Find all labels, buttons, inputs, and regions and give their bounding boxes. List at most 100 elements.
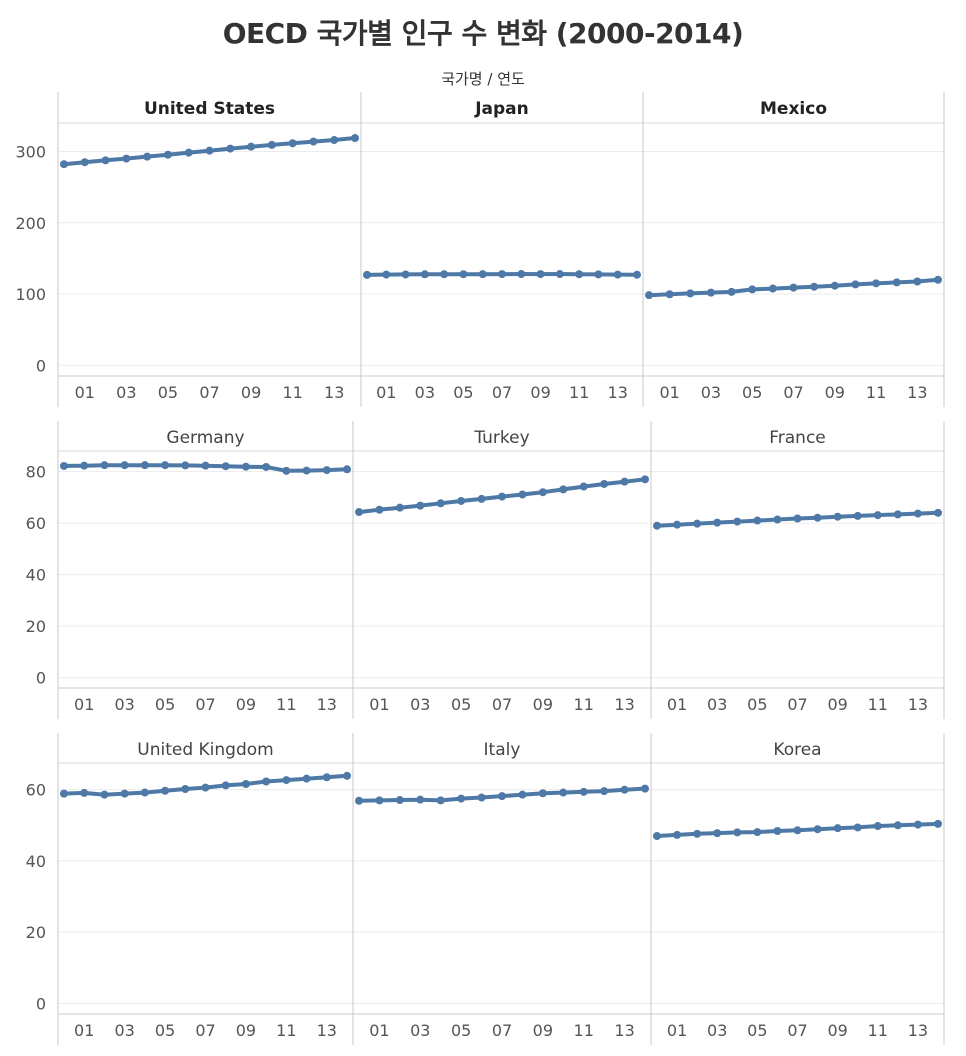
data-point: [221, 462, 230, 471]
x-tick-label: 05: [742, 383, 762, 402]
panel-united-kingdom: United Kingdom 01 03 05 07 09 11 13: [57, 733, 353, 1045]
chart-subtitle: 국가명 / 연도: [441, 70, 525, 88]
data-point: [934, 275, 942, 284]
x-tick-label: 09: [236, 1021, 256, 1040]
x-tick-label: 03: [410, 1021, 430, 1040]
data-point: [282, 776, 291, 785]
x-tick-label: 13: [614, 695, 634, 714]
data-point: [322, 773, 331, 782]
x-tick-label: 03: [707, 1021, 727, 1040]
data-point: [309, 137, 318, 146]
data-point: [80, 788, 89, 797]
panel-header-japan: Japan: [474, 99, 529, 119]
data-point: [302, 466, 311, 475]
data-point: [873, 511, 882, 520]
data-point: [60, 789, 68, 798]
data-point: [201, 461, 210, 470]
data-point: [594, 270, 603, 279]
data-point: [613, 270, 622, 279]
x-tick-label: 09: [533, 695, 553, 714]
panel-header-turkey: Turkey: [473, 428, 529, 448]
data-point: [457, 794, 466, 803]
x-tick-label: 05: [453, 383, 473, 402]
data-point: [748, 285, 757, 294]
panel-korea: Korea 01 03 05 07 09 11 13: [650, 733, 945, 1045]
data-point: [833, 824, 842, 833]
y-tick-label: 60: [26, 781, 46, 800]
data-point: [713, 518, 722, 527]
data-point: [686, 289, 695, 298]
panel-japan: Japan 01 03 05 07 09 11 13: [360, 92, 643, 407]
y-tick-label: 0: [36, 669, 46, 688]
panel-mexico: Mexico 01 03 05 07 09 11 13: [642, 92, 945, 407]
data-point: [913, 509, 922, 518]
x-tick-label: 13: [324, 383, 344, 402]
panel-germany: Germany 01 03 05 07 09 11 13: [57, 421, 353, 719]
y-tick-label: 80: [26, 463, 46, 482]
data-point: [375, 796, 384, 805]
x-tick-label: 07: [783, 383, 803, 402]
x-tick-label: 09: [533, 1021, 553, 1040]
data-point: [913, 277, 922, 286]
x-tick-label: 05: [155, 695, 175, 714]
data-point: [436, 499, 445, 508]
data-point: [538, 488, 547, 497]
data-point: [753, 828, 762, 837]
data-point: [302, 774, 311, 783]
data-point: [620, 477, 629, 486]
data-point: [934, 819, 942, 828]
x-tick-label: 07: [195, 695, 215, 714]
data-point: [478, 270, 487, 279]
x-tick-label: 03: [707, 695, 727, 714]
data-point: [793, 826, 802, 835]
x-tick-label: 01: [74, 695, 94, 714]
data-point: [120, 461, 129, 470]
data-point: [693, 519, 702, 528]
panel-header-italy: Italy: [484, 740, 521, 760]
panel-turkey: Turkey 01 03 05 07 09 11 13: [352, 421, 651, 719]
data-point: [773, 827, 782, 836]
data-point: [706, 288, 715, 297]
data-point: [665, 290, 674, 299]
data-point: [793, 514, 802, 523]
data-point: [459, 270, 468, 279]
data-point: [498, 270, 506, 279]
data-point: [555, 270, 564, 279]
x-tick-label: 01: [376, 383, 396, 402]
data-point: [120, 789, 129, 798]
data-point: [536, 270, 545, 279]
data-point: [873, 822, 882, 831]
data-point: [363, 270, 371, 279]
data-point: [913, 820, 922, 829]
x-tick-label: 09: [827, 1021, 847, 1040]
data-point: [600, 479, 609, 488]
x-tick-label: 01: [369, 695, 389, 714]
x-tick-label: 05: [451, 695, 471, 714]
data-point: [80, 461, 89, 470]
data-point: [641, 784, 649, 793]
data-point: [262, 777, 271, 786]
data-point: [645, 291, 653, 300]
y-tick-label: 40: [26, 566, 46, 585]
data-point: [440, 270, 449, 279]
x-tick-label: 09: [825, 383, 845, 402]
data-point: [477, 793, 486, 802]
x-tick-label: 01: [667, 1021, 687, 1040]
data-point: [241, 780, 250, 789]
data-point: [633, 270, 641, 279]
y-tick-label: 0: [36, 356, 46, 375]
data-point: [892, 278, 901, 287]
data-point: [436, 796, 445, 805]
y-tick-label: 40: [26, 852, 46, 871]
data-point: [713, 829, 722, 838]
data-point: [733, 828, 742, 837]
x-tick-label: 05: [747, 1021, 767, 1040]
x-tick-label: 03: [701, 383, 721, 402]
data-point: [773, 515, 782, 524]
panel-header-germany: Germany: [166, 428, 244, 448]
x-tick-label: 13: [317, 695, 337, 714]
panel-header-france: France: [769, 428, 826, 448]
x-tick-label: 07: [787, 1021, 807, 1040]
